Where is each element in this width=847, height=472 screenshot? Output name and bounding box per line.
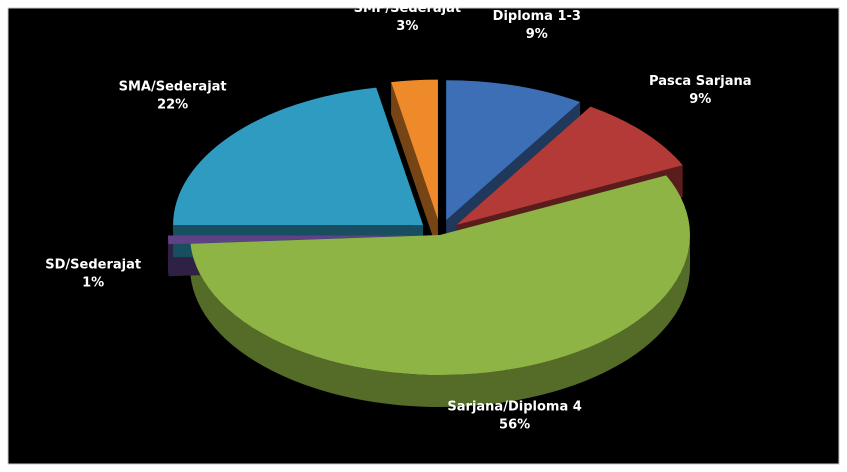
slice-value-label: 22% [157,97,188,112]
slice-label: SD/Sederajat [45,257,141,272]
slice-label: Pasca Sarjana [649,74,752,89]
slice-side [190,235,690,408]
slice [168,235,419,245]
slice-label: Sarjana/Diploma 4 [447,400,581,415]
slice-label: Diploma 1-3 [493,9,581,24]
slice [391,79,438,220]
slice-edge [391,82,438,252]
slice-label: SMP/Sederajat [354,1,462,16]
slice-value-label: 1% [82,275,104,290]
slice-label: SMA/Sederajat [119,79,227,94]
slice [190,175,691,375]
slice-value-label: 9% [689,92,711,107]
slice-value-label: 9% [526,27,548,42]
slice-value-label: 56% [499,418,530,433]
slice-value-label: 3% [396,19,418,34]
slice [173,87,424,226]
slice [456,106,683,225]
slice [446,80,581,221]
